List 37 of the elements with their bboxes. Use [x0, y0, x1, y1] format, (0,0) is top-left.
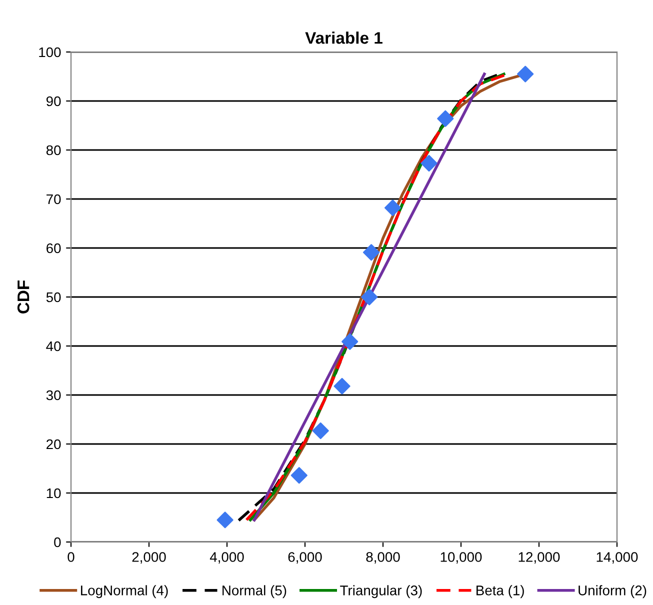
legend-label: Uniform (2): [578, 585, 646, 598]
point: [361, 288, 378, 306]
point: [290, 467, 308, 484]
point: [420, 154, 438, 172]
point: [517, 66, 534, 82]
legend-label: Triangular (3): [340, 585, 422, 598]
y-tick-label: 50: [46, 292, 61, 302]
y-tick-label: 90: [46, 96, 61, 106]
y-tick-label: 60: [46, 243, 61, 254]
x-tick-label: 0: [68, 552, 74, 562]
point: [334, 378, 350, 394]
x-tick-label: 4,000: [210, 552, 244, 564]
y-axis-title: CDF: [17, 280, 30, 314]
point: [312, 422, 329, 440]
x-tick-label: 14,000: [596, 552, 638, 564]
x-tick-label: 8,000: [366, 552, 400, 564]
y-tick-label: 100: [39, 47, 61, 58]
point: [384, 200, 402, 216]
y-tick-label: 30: [46, 390, 61, 400]
legend-label: Beta (1): [476, 585, 524, 598]
y-tick-label: 10: [46, 488, 61, 498]
y-tick-label: 40: [46, 341, 61, 352]
chart-title: Variable 1: [305, 32, 382, 44]
y-tick-label: 80: [46, 145, 61, 156]
point: [216, 512, 234, 528]
point: [342, 333, 358, 350]
point: [437, 110, 454, 127]
point: [363, 244, 380, 261]
x-tick-label: 12,000: [518, 552, 560, 564]
y-tick-label: 70: [46, 194, 61, 204]
legend-label: LogNormal (4): [81, 585, 168, 598]
x-tick-label: 2,000: [132, 552, 166, 564]
x-tick-label: 6,000: [288, 552, 322, 564]
legend-label: Normal (5): [222, 585, 286, 598]
y-tick-label: 0: [54, 537, 61, 548]
x-tick-label: 10,000: [440, 552, 482, 564]
y-tick-label: 20: [46, 439, 61, 450]
